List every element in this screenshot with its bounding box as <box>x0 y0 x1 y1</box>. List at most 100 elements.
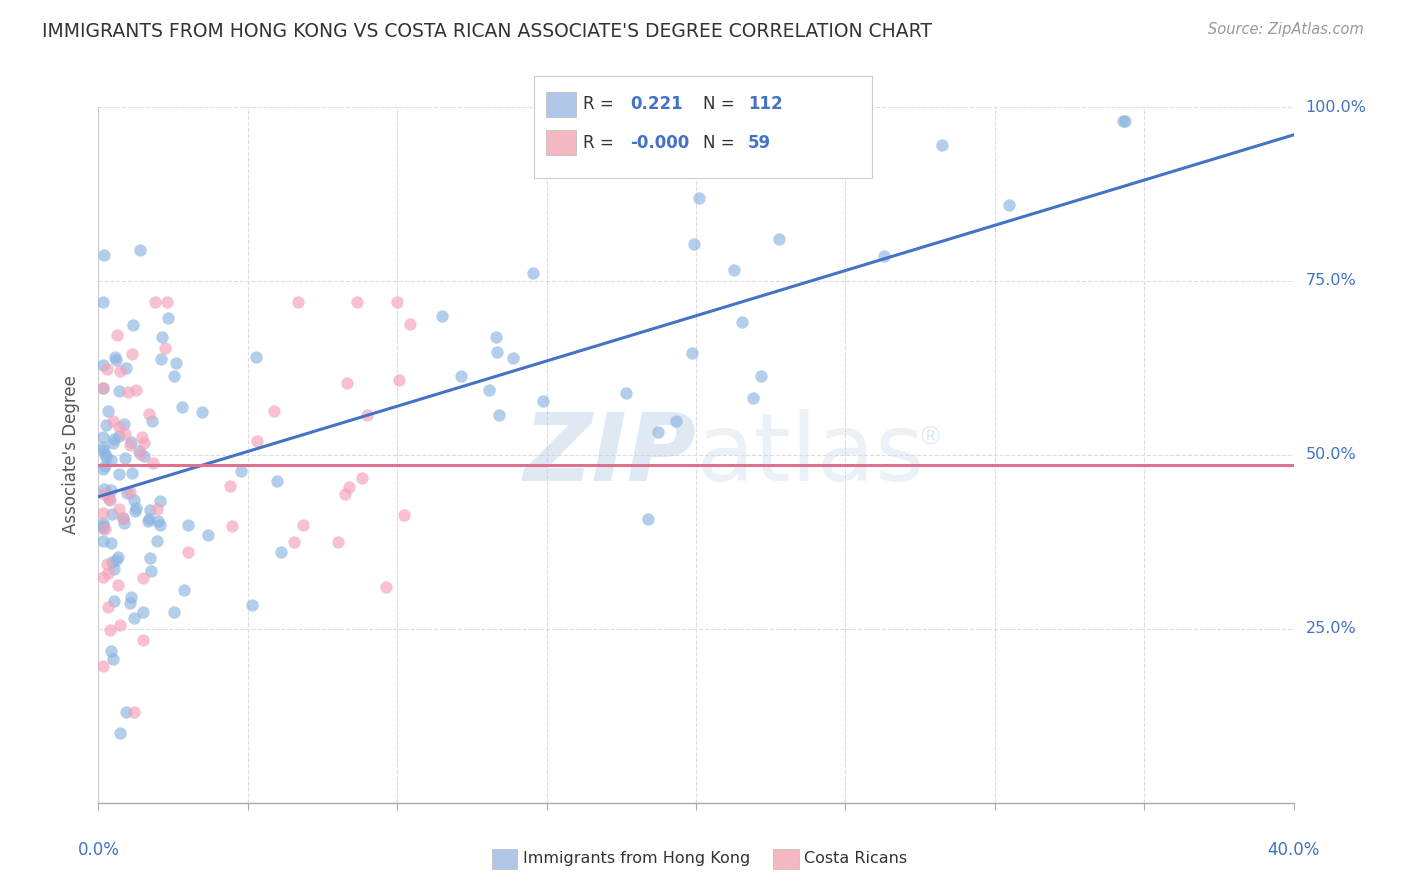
Point <box>287 294 309 309</box>
Point <box>91 442 114 457</box>
Point <box>108 467 131 482</box>
Point <box>91 506 114 520</box>
Point <box>761 114 783 128</box>
Point <box>998 198 1021 212</box>
Text: 0.221: 0.221 <box>630 95 682 113</box>
Point <box>120 597 142 611</box>
Point <box>114 451 136 466</box>
Point <box>350 471 373 485</box>
Point <box>388 373 411 387</box>
Point <box>108 364 131 378</box>
Point <box>93 483 115 497</box>
Point <box>124 504 146 518</box>
Point <box>91 381 114 395</box>
Point <box>688 191 710 205</box>
Text: 0.0%: 0.0% <box>77 841 120 859</box>
Point <box>124 492 146 507</box>
Point <box>138 408 160 422</box>
Point <box>125 384 148 398</box>
Point <box>682 237 704 252</box>
Point <box>91 440 114 454</box>
Point <box>96 404 118 418</box>
Point <box>101 414 124 428</box>
Point <box>105 353 128 368</box>
Point <box>132 605 155 619</box>
Point <box>93 487 115 501</box>
Point <box>96 450 118 465</box>
Point <box>155 294 177 309</box>
Point <box>115 485 138 500</box>
Point <box>132 435 155 450</box>
Y-axis label: Associate's Degree: Associate's Degree <box>62 376 80 534</box>
Point <box>266 474 288 488</box>
Point <box>98 623 121 637</box>
Point <box>240 598 263 612</box>
Point <box>148 514 170 528</box>
Point <box>742 391 765 405</box>
Point <box>138 512 160 526</box>
Point <box>91 534 114 549</box>
Point <box>356 408 378 422</box>
Point <box>488 408 510 422</box>
Point <box>134 449 156 463</box>
Point <box>485 345 508 359</box>
Point <box>128 243 150 257</box>
Point <box>101 555 124 569</box>
Point <box>104 350 127 364</box>
Point <box>110 618 132 632</box>
Point <box>101 652 124 666</box>
Point <box>270 544 292 558</box>
Point <box>94 522 117 536</box>
Text: N =: N = <box>703 134 740 152</box>
Text: 75.0%: 75.0% <box>1305 274 1357 288</box>
Point <box>91 516 114 531</box>
Point <box>749 369 772 384</box>
Point <box>931 138 953 153</box>
Text: Immigrants from Hong Kong: Immigrants from Hong Kong <box>523 852 751 866</box>
Point <box>326 535 349 549</box>
Point <box>346 294 368 309</box>
Point <box>115 705 138 719</box>
Point <box>91 461 114 475</box>
Point <box>141 564 163 578</box>
Text: 25.0%: 25.0% <box>1305 622 1357 636</box>
Point <box>138 550 160 565</box>
Point <box>112 511 135 525</box>
Point <box>231 464 253 478</box>
Point <box>336 376 359 391</box>
Text: Source: ZipAtlas.com: Source: ZipAtlas.com <box>1208 22 1364 37</box>
Point <box>112 511 135 525</box>
Point <box>131 429 153 443</box>
Point <box>614 385 637 400</box>
Point <box>112 516 135 530</box>
Point <box>728 165 751 179</box>
Point <box>94 447 117 461</box>
Point <box>337 480 360 494</box>
Text: ZIP: ZIP <box>523 409 696 501</box>
Point <box>96 557 118 571</box>
Point <box>91 358 114 372</box>
Point <box>146 534 169 549</box>
Point <box>768 232 790 246</box>
Point <box>104 553 127 567</box>
Point <box>100 536 122 550</box>
Point <box>246 434 269 449</box>
Point <box>522 266 544 280</box>
Text: -0.000: -0.000 <box>630 134 689 152</box>
Point <box>107 578 129 592</box>
Point <box>502 351 524 366</box>
Point <box>118 484 141 499</box>
Point <box>91 294 114 309</box>
Point <box>478 384 501 398</box>
Point <box>108 419 131 434</box>
Point <box>91 521 114 535</box>
Point <box>107 501 129 516</box>
Point <box>97 566 120 580</box>
Point <box>105 328 128 343</box>
Point <box>112 417 135 431</box>
Point <box>1112 114 1135 128</box>
Point <box>291 518 314 533</box>
Point <box>149 517 172 532</box>
Point <box>170 400 193 414</box>
Point <box>120 438 142 452</box>
